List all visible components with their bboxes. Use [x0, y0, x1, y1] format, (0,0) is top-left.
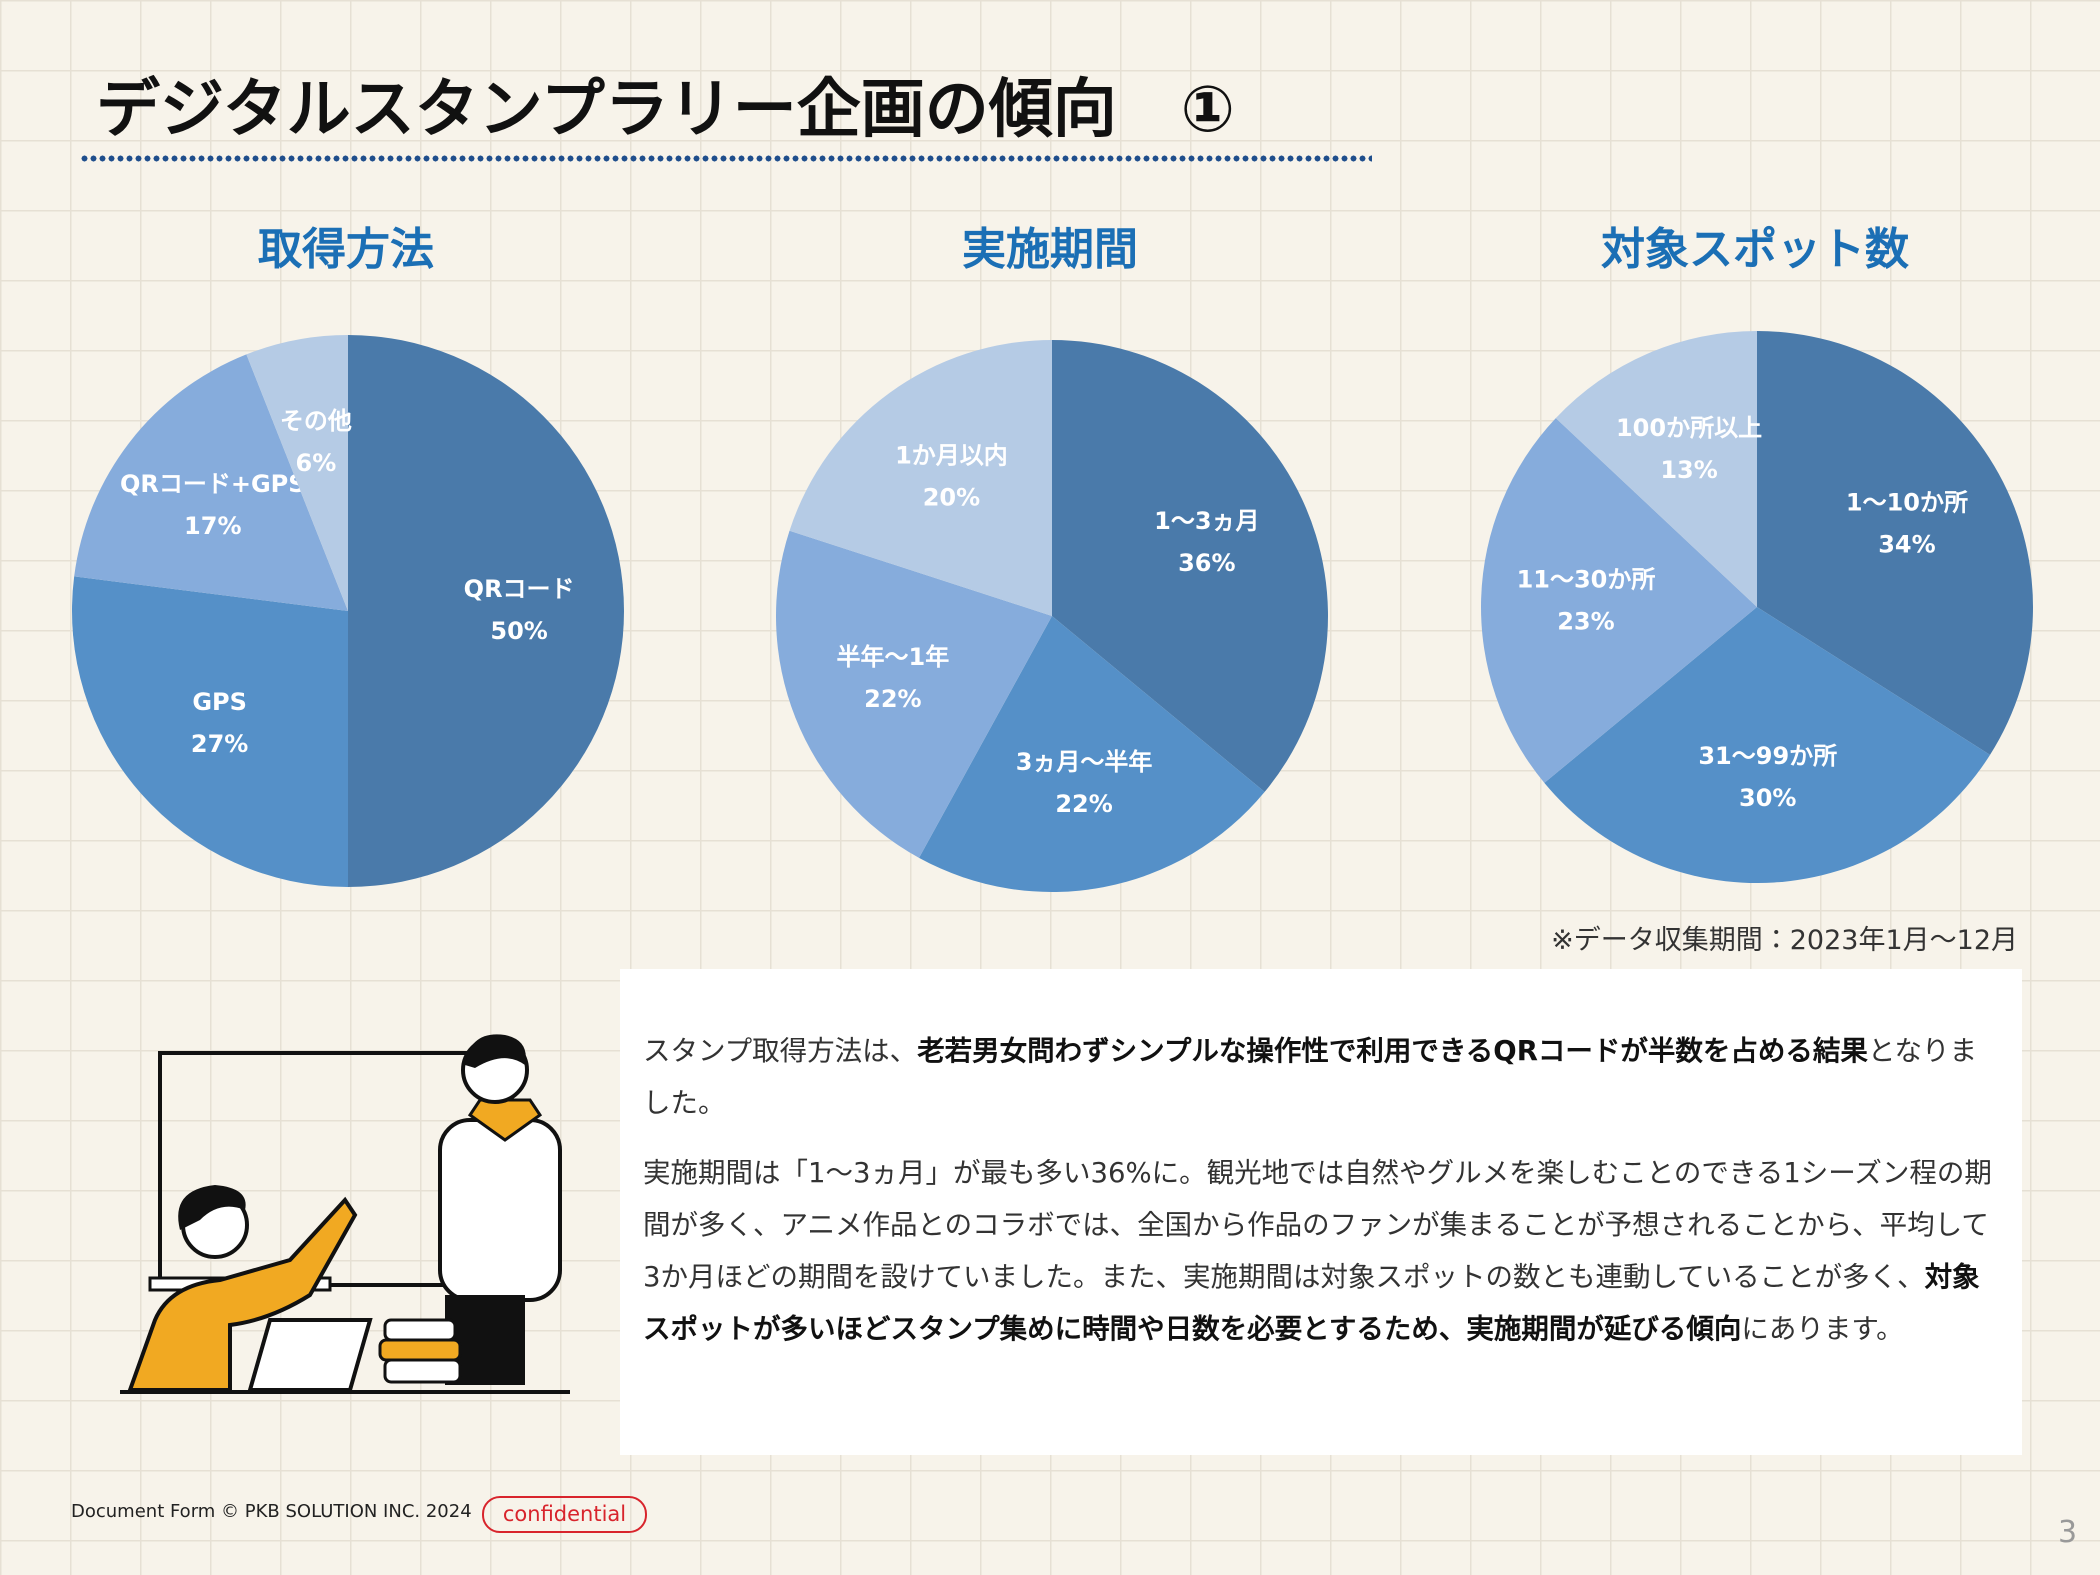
note: ※データ収集期間：2023年1月〜12月	[1551, 925, 2018, 956]
slice-label: 31〜99か所	[1698, 742, 1837, 770]
dotted-rule	[80, 155, 1372, 162]
slice-value-label: 27%	[191, 730, 248, 758]
pie-slice	[74, 354, 349, 611]
slice-value-label: 20%	[923, 484, 980, 512]
slice-value-label: 6%	[296, 449, 337, 477]
slide-title: デジタルスタンプラリー企画の傾向 ①	[96, 73, 1235, 147]
charts: 取得方法 QRコード 50% GPS 27% QRコード+GPS 17% その他 6% 実施期間 1…	[71, 224, 2033, 892]
slice-value-label: 22%	[864, 685, 921, 713]
slice-label: その他	[280, 407, 352, 435]
emphasis: 対象スポットが多いほどスタンプ集めに時間や日数を必要とするため、実施期間が延びる…	[643, 1261, 1980, 1345]
slice-label: GPS	[192, 688, 247, 716]
page-number: 3	[2058, 1515, 2078, 1550]
slice-value-label: 36%	[1178, 549, 1235, 577]
book	[383, 1318, 457, 1342]
collar	[467, 1098, 543, 1142]
slice-value-label: 50%	[490, 617, 547, 645]
text-run: にあります。	[1741, 1313, 1904, 1345]
pie-slice	[1757, 331, 2033, 755]
laptop	[247, 1318, 373, 1392]
pie-slice	[776, 530, 1052, 858]
paragraph: 実施期間は「1〜3ヵ月」が最も多い36%に。観光地では自然やグルメを楽しむことの…	[643, 1147, 2003, 1355]
pie-slice	[1555, 331, 1757, 607]
slice-value-label: 22%	[1055, 790, 1112, 818]
slice-label: QRコード+GPS	[120, 470, 306, 498]
chart-title: 取得方法	[258, 224, 434, 275]
text-run: となりました。	[643, 1035, 1978, 1119]
slice-label: 1〜3ヵ月	[1154, 507, 1259, 535]
text-box	[620, 969, 2022, 1455]
book	[383, 1358, 462, 1384]
slice-label: 11〜30か所	[1517, 566, 1656, 594]
slice-label: 1〜10か所	[1846, 489, 1968, 517]
pie-slice	[71, 576, 348, 887]
text-run: 実施期間は「1〜3ヵ月」が最も多い36%に。観光地では自然やグルメを楽しむことの…	[643, 1157, 1992, 1293]
body-text: スタンプ取得方法は、老若男女問わずシンプルな操作性で利用できるQRコードが半数を…	[643, 1025, 2003, 1373]
pie-slice	[1052, 340, 1328, 792]
woman-hair	[178, 1185, 246, 1230]
slice-label: 3ヵ月〜半年	[1016, 748, 1153, 776]
slice-value-label: 17%	[184, 512, 241, 540]
chart-title: 実施期間	[962, 224, 1138, 275]
emphasis: 老若男女問わずシンプルな操作性で利用できるQRコードが半数を占める結果	[917, 1035, 1868, 1067]
book	[378, 1338, 462, 1362]
slice-value-label: 34%	[1878, 531, 1935, 559]
pie-slice	[1481, 418, 1757, 783]
slice-label: 100か所以上	[1616, 414, 1762, 442]
slice-value-label: 13%	[1660, 456, 1717, 484]
slice-label: QRコード	[464, 575, 575, 603]
copyright: Document Form © PKB SOLUTION INC. 2024	[71, 1501, 472, 1522]
slice-label: 半年〜1年	[837, 643, 950, 671]
slice-value-label: 30%	[1739, 784, 1796, 812]
slice-value-label: 23%	[1557, 608, 1614, 636]
man-body	[438, 1118, 562, 1302]
confidential-badge: confidential	[482, 1496, 647, 1533]
slice-label: 1か月以内	[895, 442, 1008, 470]
pie-slice	[789, 340, 1052, 616]
paragraph: スタンプ取得方法は、老若男女問わずシンプルな操作性で利用できるQRコードが半数を…	[643, 1025, 2003, 1129]
pie-slice	[246, 335, 348, 611]
pie-slice	[919, 616, 1265, 892]
man-hair	[465, 1034, 526, 1068]
text-run: スタンプ取得方法は、	[643, 1035, 918, 1067]
pie-slice	[348, 335, 624, 887]
illustration	[120, 1034, 570, 1394]
chart-title: 対象スポット数	[1601, 224, 1909, 275]
pie-slice	[1544, 607, 1991, 884]
woman-body	[127, 1196, 358, 1392]
